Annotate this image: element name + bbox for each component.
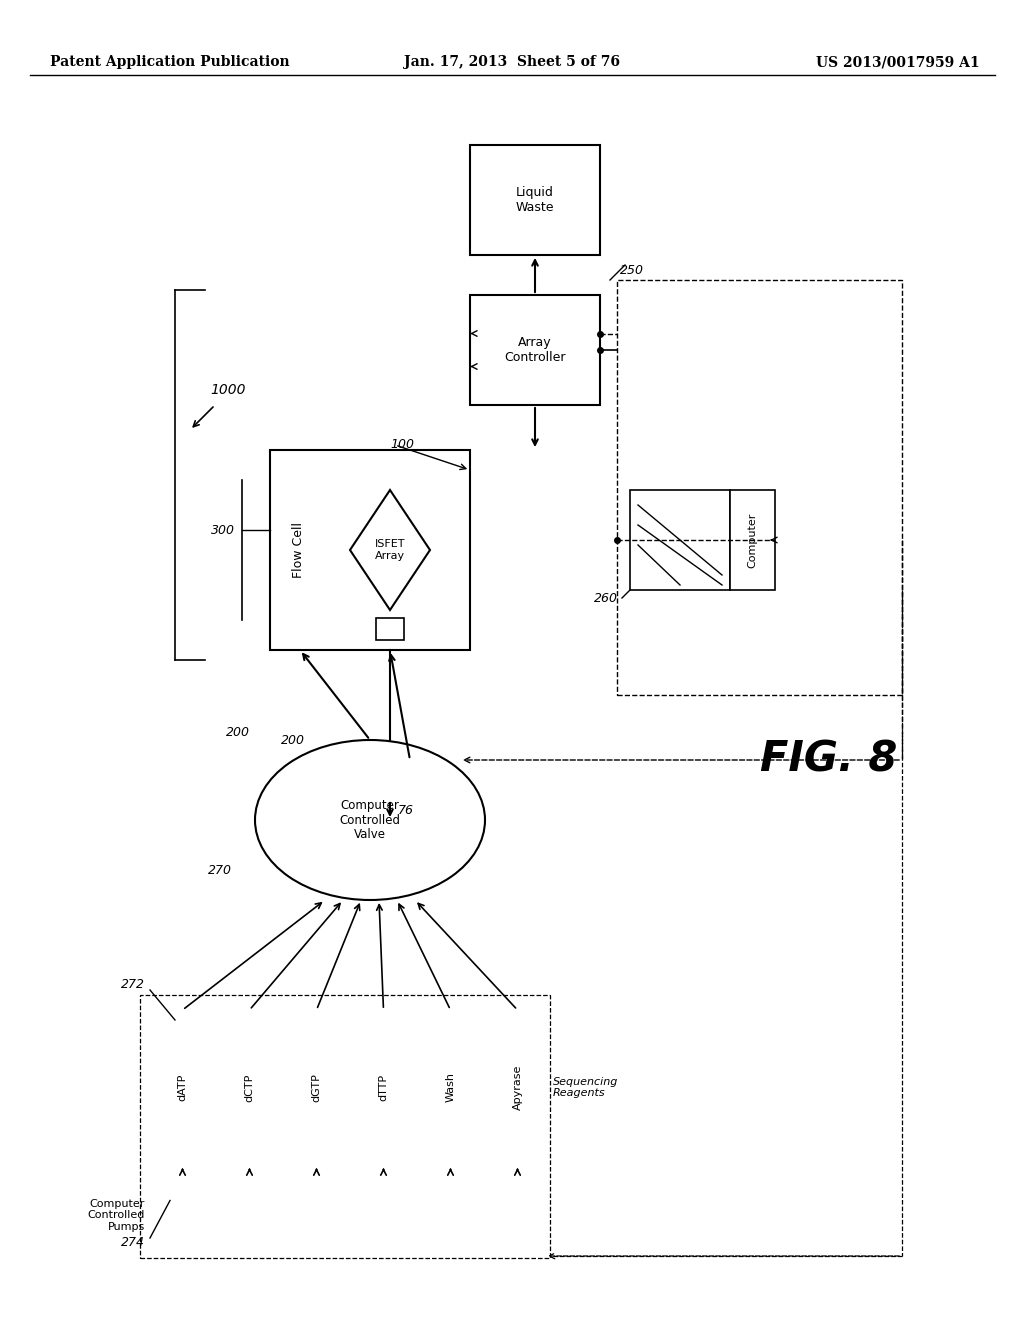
Text: Apyrase: Apyrase xyxy=(512,1065,522,1110)
Text: Computer: Computer xyxy=(746,512,757,568)
Text: ISFET
Array: ISFET Array xyxy=(375,539,406,561)
Text: Liquid
Waste: Liquid Waste xyxy=(516,186,554,214)
Text: US 2013/0017959 A1: US 2013/0017959 A1 xyxy=(816,55,980,69)
Bar xyxy=(356,1010,411,1166)
Text: 1000: 1000 xyxy=(210,383,246,397)
Text: dTTP: dTTP xyxy=(379,1074,388,1101)
Bar xyxy=(289,1173,344,1228)
Bar xyxy=(356,1173,411,1228)
Bar xyxy=(376,618,404,640)
Bar xyxy=(155,1173,210,1228)
Text: 270: 270 xyxy=(208,863,232,876)
Text: Computer
Controlled
Valve: Computer Controlled Valve xyxy=(340,799,400,842)
Bar xyxy=(222,1010,278,1166)
Text: FIG. 8: FIG. 8 xyxy=(760,739,897,781)
Text: 272: 272 xyxy=(121,978,145,991)
Text: 260: 260 xyxy=(594,591,618,605)
Text: Flow Cell: Flow Cell xyxy=(292,521,304,578)
Polygon shape xyxy=(350,490,430,610)
Bar xyxy=(423,1010,478,1166)
Text: 274: 274 xyxy=(121,1237,145,1250)
Bar xyxy=(470,145,600,255)
Text: 300: 300 xyxy=(211,524,234,536)
Bar xyxy=(730,490,775,590)
Text: 76: 76 xyxy=(398,804,414,817)
Bar xyxy=(470,294,600,405)
Ellipse shape xyxy=(255,741,485,900)
Bar xyxy=(490,1010,545,1166)
Bar xyxy=(140,995,550,1258)
Text: 100: 100 xyxy=(390,438,414,451)
Text: 200: 200 xyxy=(226,726,250,738)
Text: Sequencing
Reagents: Sequencing Reagents xyxy=(553,1077,618,1098)
Bar xyxy=(630,490,730,590)
Text: Jan. 17, 2013  Sheet 5 of 76: Jan. 17, 2013 Sheet 5 of 76 xyxy=(404,55,620,69)
Bar xyxy=(617,280,902,696)
Text: Computer
Controlled
Pumps: Computer Controlled Pumps xyxy=(88,1199,145,1232)
Text: 250: 250 xyxy=(620,264,644,276)
Text: Array
Controller: Array Controller xyxy=(504,337,565,364)
Text: dCTP: dCTP xyxy=(245,1073,255,1102)
Text: 200: 200 xyxy=(281,734,305,747)
Bar xyxy=(490,1173,545,1228)
Bar xyxy=(155,1010,210,1166)
Text: dATP: dATP xyxy=(177,1073,187,1101)
Bar xyxy=(222,1173,278,1228)
Bar xyxy=(423,1173,478,1228)
Text: Wash: Wash xyxy=(445,1072,456,1102)
Text: dGTP: dGTP xyxy=(311,1073,322,1102)
Bar xyxy=(289,1010,344,1166)
Text: Patent Application Publication: Patent Application Publication xyxy=(50,55,290,69)
Bar xyxy=(270,450,470,649)
